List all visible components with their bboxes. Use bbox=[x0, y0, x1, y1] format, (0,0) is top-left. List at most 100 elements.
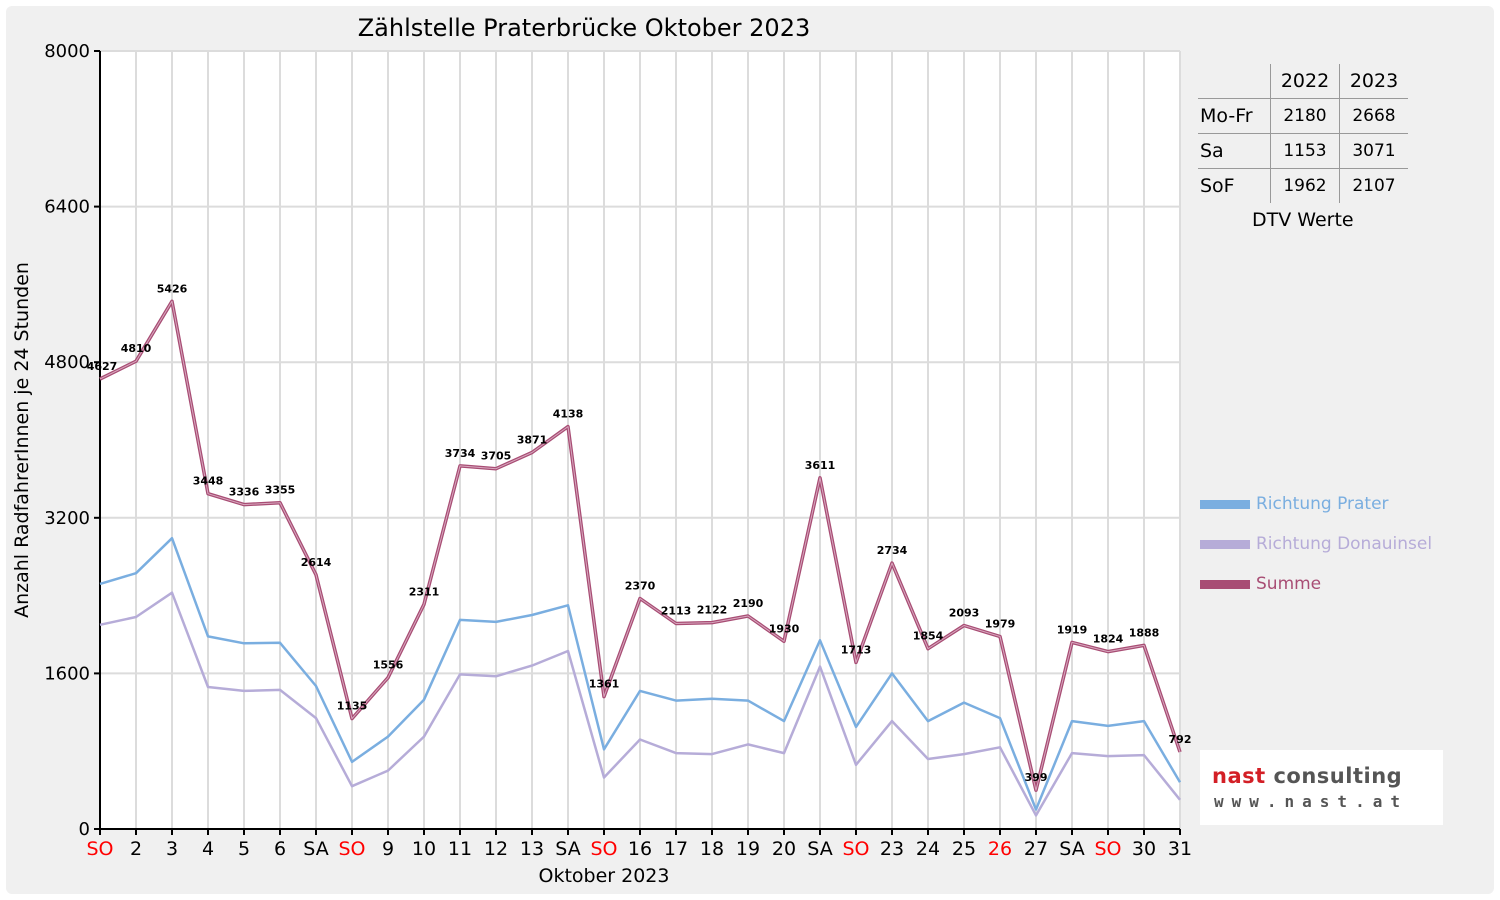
x-tick-label: 5 bbox=[238, 838, 250, 860]
x-tick-label: SO bbox=[842, 838, 869, 860]
dtv-header-row: 2022 2023 bbox=[1198, 64, 1408, 99]
x-tick-label: 11 bbox=[448, 838, 472, 860]
y-axis-title: Anzahl RadfahrerInnen je 24 Stunden bbox=[11, 262, 33, 618]
dtv-col-2022: 2022 bbox=[1270, 64, 1340, 99]
data-label: 3871 bbox=[517, 434, 548, 447]
legend-swatch bbox=[1200, 579, 1250, 589]
nast-consulting-logo: nast consulting www.nast.at bbox=[1200, 750, 1443, 825]
x-tick-label: 25 bbox=[952, 838, 976, 860]
y-tick-label: 8000 bbox=[44, 41, 90, 62]
data-label: 3336 bbox=[229, 486, 260, 499]
data-label: 2370 bbox=[625, 580, 656, 593]
data-label: 4627 bbox=[87, 360, 118, 373]
x-axis-title: Oktober 2023 bbox=[539, 865, 670, 887]
data-label: 3355 bbox=[265, 484, 296, 497]
data-label: 1979 bbox=[985, 618, 1016, 631]
dtv-row-label: Sa bbox=[1198, 133, 1271, 169]
data-label: 2122 bbox=[697, 604, 728, 617]
legend-item-summe: Summe bbox=[1200, 572, 1321, 596]
data-label: 2093 bbox=[949, 606, 980, 619]
data-label: 1930 bbox=[769, 622, 800, 635]
data-label: 3734 bbox=[445, 447, 476, 460]
x-tick-label: 4 bbox=[202, 838, 214, 860]
dtv-value: 2107 bbox=[1339, 168, 1408, 203]
x-tick-label: 13 bbox=[520, 838, 544, 860]
x-tick-label: 12 bbox=[484, 838, 508, 860]
legend-item-prater: Richtung Prater bbox=[1200, 492, 1389, 516]
data-label: 1135 bbox=[337, 700, 368, 713]
x-tick-label: 19 bbox=[736, 838, 760, 860]
data-label: 792 bbox=[1169, 733, 1192, 746]
x-tick-label: SO bbox=[338, 838, 365, 860]
x-tick-label: 2 bbox=[130, 838, 142, 860]
dtv-caption: DTV Werte bbox=[1252, 209, 1354, 231]
data-label: 2113 bbox=[661, 605, 692, 618]
data-label: 1361 bbox=[589, 678, 620, 691]
y-tick-label: 1600 bbox=[44, 663, 90, 684]
dtv-table: 2022 2023 Mo-Fr 2180 2668 Sa 1153 3071 S… bbox=[1198, 64, 1408, 203]
legend-item-donauinsel: Richtung Donauinsel bbox=[1200, 532, 1432, 556]
legend-swatch bbox=[1200, 539, 1250, 549]
x-tick-label: 9 bbox=[382, 838, 394, 860]
dtv-value: 1962 bbox=[1270, 168, 1340, 203]
x-tick-label: SA bbox=[807, 838, 832, 860]
dtv-value: 3071 bbox=[1339, 133, 1408, 169]
logo-url: www.nast.at bbox=[1214, 792, 1408, 811]
legend-swatch bbox=[1200, 499, 1250, 509]
x-tick-label: 23 bbox=[880, 838, 904, 860]
legend-label: Richtung Prater bbox=[1256, 494, 1389, 514]
data-label: 1888 bbox=[1129, 626, 1160, 639]
y-tick-label: 3200 bbox=[44, 508, 90, 529]
dtv-corner bbox=[1198, 64, 1271, 99]
x-tick-label: 3 bbox=[166, 838, 178, 860]
legend-label: Richtung Donauinsel bbox=[1256, 534, 1433, 554]
x-tick-label: SO bbox=[1094, 838, 1121, 860]
x-tick-label: SA bbox=[303, 838, 328, 860]
dtv-value: 2668 bbox=[1339, 98, 1408, 134]
data-label: 1919 bbox=[1057, 623, 1088, 636]
series-line-donauinsel bbox=[99, 591, 1181, 817]
series-line-prater bbox=[99, 536, 1182, 811]
y-tick-label: 4800 bbox=[44, 352, 90, 373]
dtv-col-2023: 2023 bbox=[1339, 64, 1408, 99]
data-label: 4810 bbox=[121, 342, 152, 355]
x-tick-label: SA bbox=[1059, 838, 1084, 860]
x-tick-label: 10 bbox=[412, 838, 436, 860]
dtv-row-label: SoF bbox=[1198, 168, 1271, 203]
data-label: 2614 bbox=[301, 556, 332, 569]
dtv-row: Sa 1153 3071 bbox=[1198, 133, 1408, 169]
dtv-value: 2180 bbox=[1270, 98, 1340, 134]
x-tick-label: 24 bbox=[916, 838, 940, 860]
x-tick-label: 20 bbox=[772, 838, 796, 860]
x-tick-label: 18 bbox=[700, 838, 724, 860]
y-tick-label: 6400 bbox=[44, 197, 90, 218]
data-label: 2190 bbox=[733, 597, 764, 610]
data-label: 5426 bbox=[157, 282, 188, 295]
legend-label: Summe bbox=[1256, 574, 1322, 594]
x-tick-label: 31 bbox=[1168, 838, 1192, 860]
data-label: 399 bbox=[1025, 771, 1048, 784]
x-tick-label: SA bbox=[555, 838, 580, 860]
series-line-summe-highlight bbox=[99, 300, 1181, 791]
x-tick-label: 27 bbox=[1024, 838, 1048, 860]
data-label: 4138 bbox=[553, 408, 584, 421]
data-label: 2734 bbox=[877, 544, 908, 557]
x-tick-label: 26 bbox=[988, 838, 1012, 860]
data-label: 1556 bbox=[373, 659, 404, 672]
x-tick-label: 17 bbox=[664, 838, 688, 860]
x-tick-label: SO bbox=[590, 838, 617, 860]
x-tick-label: SO bbox=[86, 838, 113, 860]
logo-wordmark: nast consulting bbox=[1212, 764, 1403, 788]
x-tick-label: 16 bbox=[628, 838, 652, 860]
data-label: 1824 bbox=[1093, 633, 1124, 646]
data-label: 2311 bbox=[409, 585, 440, 598]
chart-title: Zählstelle Praterbrücke Oktober 2023 bbox=[358, 14, 811, 42]
data-label: 3448 bbox=[193, 475, 224, 488]
x-tick-label: 6 bbox=[274, 838, 286, 860]
y-tick-label: 0 bbox=[79, 819, 90, 840]
x-tick-label: 30 bbox=[1132, 838, 1156, 860]
data-label: 3705 bbox=[481, 450, 512, 463]
dtv-row: Mo-Fr 2180 2668 bbox=[1198, 98, 1408, 134]
dtv-value: 1153 bbox=[1270, 133, 1340, 169]
